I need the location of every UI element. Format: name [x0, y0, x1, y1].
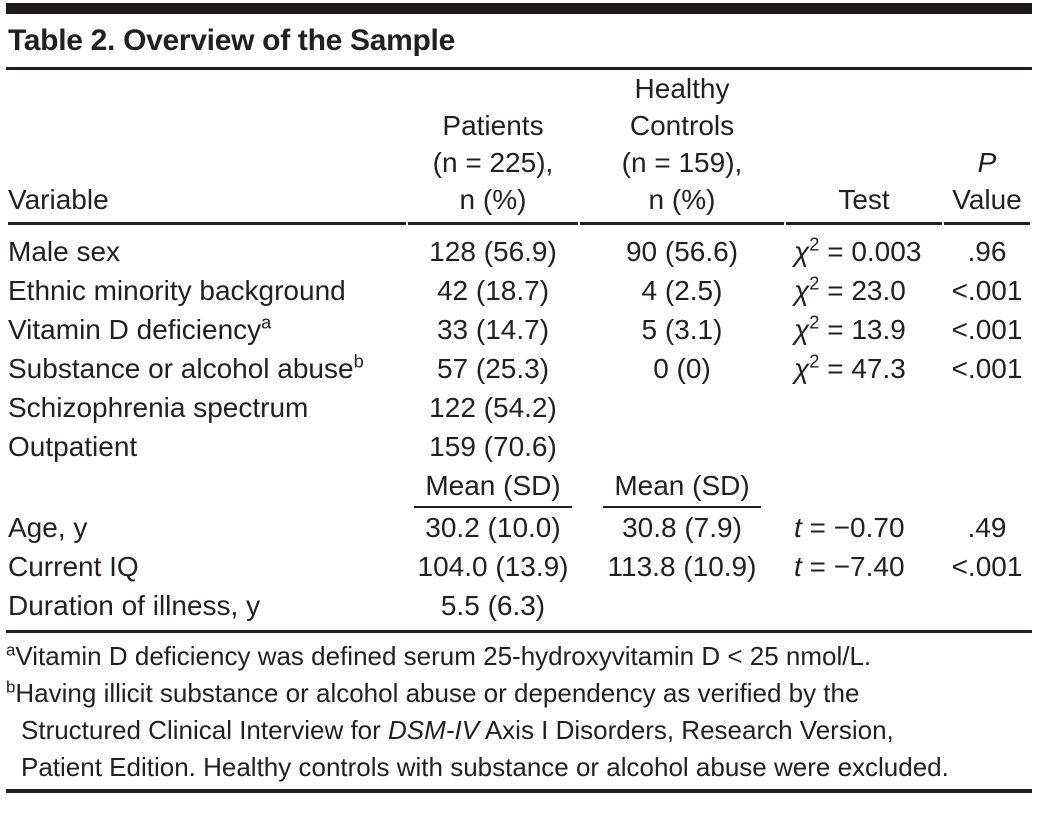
- footnote-a-marker: a: [6, 640, 16, 660]
- cell-mean-sd-patients: Mean (SD): [408, 466, 578, 508]
- cell-test: [786, 586, 942, 630]
- cell-variable: Male sex: [8, 236, 121, 267]
- top-rule-thick: [6, 3, 1032, 14]
- cell-controls: 5 (3.1): [641, 314, 723, 345]
- cell-pvalue: [944, 388, 1030, 427]
- cell-controls: 0 (0): [653, 353, 711, 384]
- column-header-controls: Healthy Controls (n = 159), n (%): [580, 70, 784, 225]
- cell-patients: 122 (54.2): [429, 392, 557, 423]
- bottom-rule: [6, 789, 1032, 793]
- cell-test: [786, 388, 942, 427]
- cell-test: [786, 427, 942, 466]
- cell-pvalue: <.001: [951, 275, 1023, 306]
- cell-test: χ2 = 0.003: [794, 234, 922, 267]
- cell-variable: Substance or alcohol abuseb: [8, 351, 364, 384]
- table-title: Table 2. Overview of the Sample: [6, 14, 1032, 70]
- table-bottom-rule: [6, 630, 1032, 633]
- cell-test: χ2 = 23.0: [794, 273, 906, 306]
- cell-variable: Ethnic minority background: [8, 275, 346, 306]
- cell-controls: 113.8 (10.9): [607, 551, 757, 582]
- table-row: Ethnic minority background 42 (18.7) 4 (…: [8, 271, 1030, 310]
- cell-mean-sd-controls: Mean (SD): [580, 466, 784, 508]
- cell-empty: [786, 466, 942, 508]
- cell-test: t = −7.40: [794, 551, 905, 582]
- cell-pvalue: [944, 427, 1030, 466]
- cell-controls: [580, 388, 784, 427]
- cell-pvalue: <.001: [951, 314, 1023, 345]
- footnote-b-italic-text: DSM-IV: [388, 715, 480, 745]
- cell-patients: 30.2 (10.0): [425, 512, 561, 543]
- cell-variable: Duration of illness, y: [8, 590, 261, 621]
- header-row: Variable Patients (n = 225), n (%) Healt…: [8, 70, 1030, 225]
- cell-patients: 33 (14.7): [436, 314, 550, 345]
- footnote-a-text: Vitamin D deficiency was defined serum 2…: [15, 641, 872, 671]
- table-row: Schizophrenia spectrum 122 (54.2): [8, 388, 1030, 427]
- cell-controls: [580, 427, 784, 466]
- footnote-b-text: Having illicit substance or alcohol abus…: [15, 678, 860, 745]
- table-row: Age, y 30.2 (10.0) 30.8 (7.9) t = −0.70 …: [8, 508, 1030, 547]
- cell-empty: [8, 466, 406, 508]
- column-header-test: Test: [786, 70, 942, 225]
- table-row: Substance or alcohol abuseb 57 (25.3) 0 …: [8, 349, 1030, 388]
- cell-controls: 4 (2.5): [641, 275, 723, 306]
- footnotes: aVitamin D deficiency was defined serum …: [6, 633, 971, 786]
- cell-patients: 159 (70.6): [429, 431, 557, 462]
- cell-patients: 42 (18.7): [436, 275, 550, 306]
- table-row: Outpatient 159 (70.6): [8, 427, 1030, 466]
- sample-table: Variable Patients (n = 225), n (%) Healt…: [6, 70, 1032, 630]
- column-header-variable: Variable: [8, 70, 406, 225]
- table-row: Current IQ 104.0 (13.9) 113.8 (10.9) t =…: [8, 547, 1030, 586]
- cell-empty: [944, 466, 1030, 508]
- table-row: Male sex 128 (56.9) 90 (56.6) χ2 = 0.003…: [8, 225, 1030, 271]
- cell-test: χ2 = 13.9: [794, 312, 906, 345]
- cell-variable: Age, y: [8, 512, 88, 543]
- cell-patients: 104.0 (13.9): [417, 551, 569, 582]
- column-header-patients: Patients (n = 225), n (%): [408, 70, 578, 225]
- cell-controls: [580, 586, 784, 630]
- cell-variable: Schizophrenia spectrum: [8, 392, 309, 423]
- cell-variable: Vitamin D deficiencya: [8, 312, 272, 345]
- cell-controls: 30.8 (7.9): [622, 512, 742, 543]
- cell-pvalue: <.001: [951, 551, 1023, 582]
- cell-pvalue: [944, 586, 1030, 630]
- cell-test: t = −0.70: [794, 512, 905, 543]
- mean-sd-label: Mean (SD): [603, 466, 761, 508]
- footnote-b-marker: b: [6, 677, 16, 697]
- footnote-a: aVitamin D deficiency was defined serum …: [6, 638, 971, 675]
- mean-sd-subheader-row: Mean (SD) Mean (SD): [8, 466, 1030, 508]
- cell-patients: 128 (56.9): [429, 236, 557, 267]
- footnote-b: bHaving illicit substance or alcohol abu…: [6, 675, 971, 786]
- table-row: Duration of illness, y 5.5 (6.3): [8, 586, 1030, 630]
- cell-controls: 90 (56.6): [625, 236, 739, 267]
- page: Table 2. Overview of the Sample Variable…: [0, 3, 1038, 793]
- cell-pvalue: .49: [967, 512, 1007, 543]
- cell-variable: Outpatient: [8, 431, 138, 462]
- cell-variable: Current IQ: [8, 551, 139, 582]
- footnote-b-text: Axis I Disorders, Research Version, Pati…: [21, 715, 949, 782]
- cell-pvalue: .96: [967, 236, 1007, 267]
- cell-pvalue: <.001: [951, 353, 1023, 384]
- cell-patients: 57 (25.3): [436, 353, 550, 384]
- column-header-pvalue: P Value: [944, 70, 1030, 225]
- cell-test: χ2 = 47.3: [794, 351, 906, 384]
- table-row: Vitamin D deficiencya 33 (14.7) 5 (3.1) …: [8, 310, 1030, 349]
- mean-sd-label: Mean (SD): [414, 466, 572, 508]
- cell-patients: 5.5 (6.3): [440, 590, 546, 621]
